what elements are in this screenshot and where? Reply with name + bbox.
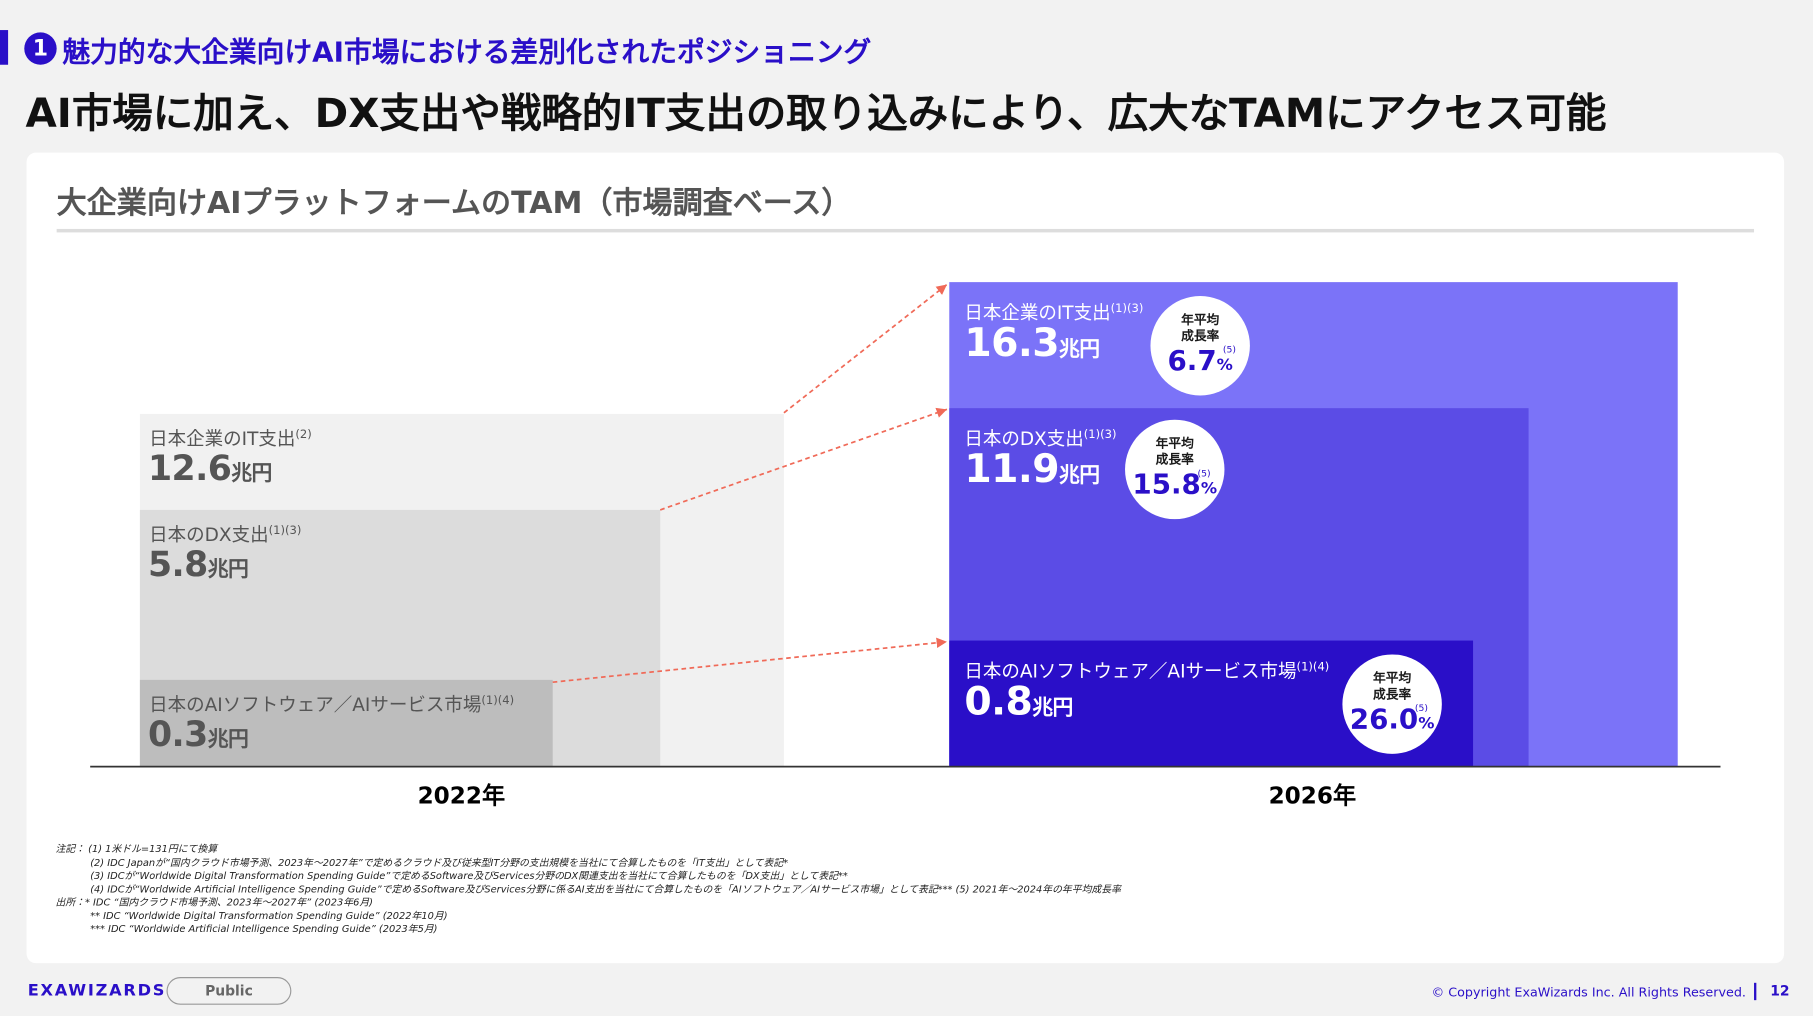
label-note: (2): [295, 428, 312, 442]
label-note: (1)(4): [481, 694, 515, 708]
cagr-badge: 年平均 成長率 26.0% (5): [1342, 654, 1442, 754]
footnote: 注記： (1) 1米ドル=131円にて換算: [55, 844, 218, 856]
label-text: 日本のAIソフトウェア／AIサービス市場: [149, 693, 482, 716]
cagr-number: 26.0: [1349, 703, 1419, 736]
cagr-title: 年平均 成長率: [1150, 312, 1249, 344]
footnote: 出所：* IDC “国内クラウド市場予測、2023年～2027年” (2023年…: [55, 897, 373, 909]
page-number: 12: [1770, 982, 1790, 999]
cagr-title: 年平均 成長率: [1342, 671, 1441, 703]
footnote: (2) IDC Japanが“国内クラウド市場予測、2023年～2027年”で定…: [90, 857, 789, 869]
title-rule: [56, 228, 1755, 233]
cagr-title-line: 成長率: [1181, 328, 1220, 344]
block-value: 12.6兆円: [148, 449, 272, 489]
brand: EXAWIZARDS: [27, 981, 167, 1001]
accent-bar: [0, 30, 9, 65]
block-label: 日本のAIソフトウェア／AIサービス市場(1)(4): [964, 656, 1329, 684]
footnote: *** IDC “Worldwide Artificial Intelligen…: [90, 923, 438, 936]
cagr-number: 15.8: [1132, 468, 1201, 501]
cagr-title-line: 年平均: [1155, 435, 1194, 451]
label-note: (1)(4): [1296, 661, 1330, 675]
block-label: 日本企業のIT支出(1)(3): [964, 297, 1143, 325]
cagr-title-line: 年平均: [1181, 312, 1220, 328]
arrow: [659, 407, 948, 511]
label-note: (1)(3): [268, 524, 302, 538]
cagr-unit: %: [1418, 714, 1435, 734]
year-label: 2022年: [417, 781, 506, 810]
section-number: 1: [24, 32, 57, 65]
label-note: (1)(3): [1083, 428, 1117, 442]
value-number: 11.9: [964, 446, 1059, 493]
cagr-note: (5): [1197, 468, 1211, 479]
value-number: 16.3: [964, 320, 1059, 367]
label-note: (1)(3): [1110, 302, 1144, 316]
footnote: ** IDC “Worldwide Digital Transformation…: [90, 910, 448, 923]
cagr-title-line: 成長率: [1155, 452, 1194, 468]
cagr-unit: %: [1216, 356, 1233, 375]
block-value: 0.3兆円: [148, 714, 249, 756]
cagr-badge: 年平均 成長率 15.8% (5): [1125, 419, 1225, 520]
arrow: [552, 637, 948, 684]
cagr-note: (5): [1414, 703, 1428, 714]
block-value: 0.8兆円: [964, 678, 1073, 725]
label-text: 日本のDX支出: [964, 427, 1084, 450]
value-unit: 兆円: [231, 461, 272, 486]
value-unit: 兆円: [1058, 463, 1100, 488]
cagr-value: 6.7%: [1150, 345, 1249, 377]
footnote: (4) IDCが“Worldwide Artificial Intelligen…: [90, 883, 1121, 896]
block-label: 日本企業のIT支出(2): [149, 423, 312, 451]
separator: [1754, 982, 1757, 1001]
block-label: 日本のDX支出(1)(3): [964, 423, 1116, 451]
arrow-group: [552, 283, 948, 684]
section-subtitle: 魅力的な大企業向けAI市場における差別化されたポジショニング: [62, 35, 872, 69]
block: [139, 679, 553, 767]
public-tag: Public: [166, 977, 292, 1005]
arrow: [783, 283, 948, 414]
cagr-badge: 年平均 成長率 6.7% (5): [1150, 296, 1250, 396]
panel-title: 大企業向けAIプラットフォームのTAM（市場調査ベース）: [56, 186, 852, 221]
value-number: 12.6: [148, 448, 232, 490]
value-number: 0.8: [964, 678, 1033, 725]
cagr-unit: %: [1200, 479, 1218, 499]
cagr-title: 年平均 成長率: [1125, 436, 1224, 468]
cagr-number: 6.7: [1167, 344, 1217, 377]
cagr-title-line: 成長率: [1373, 686, 1412, 702]
block-label: 日本のAIソフトウェア／AIサービス市場(1)(4): [149, 689, 514, 717]
label-text: 日本企業のIT支出: [149, 427, 296, 450]
block-value: 5.8兆円: [148, 544, 249, 586]
cagr-note: (5): [1222, 344, 1237, 355]
value-unit: 兆円: [1032, 696, 1073, 721]
label-text: 日本のAIソフトウェア／AIサービス市場: [964, 660, 1297, 683]
cagr-title-line: 年平均: [1373, 670, 1412, 686]
block-label: 日本のDX支出(1)(3): [149, 519, 301, 547]
slide-title: AI市場に加え、DX支出や戦略的IT支出の取り込みにより、広大なTAMにアクセス…: [25, 91, 1607, 138]
value-unit: 兆円: [207, 557, 249, 582]
cagr-value: 15.8%: [1125, 468, 1224, 500]
block-value: 16.3兆円: [964, 320, 1100, 367]
cagr-value: 26.0%: [1342, 703, 1441, 735]
label-text: 日本のDX支出: [149, 523, 269, 546]
block-value: 11.9兆円: [964, 446, 1100, 493]
footnote: (3) IDCが“Worldwide Digital Transformatio…: [90, 870, 848, 883]
copyright: © Copyright ExaWizards Inc. All Rights R…: [1431, 985, 1746, 1001]
value-number: 5.8: [148, 544, 208, 586]
year-label: 2026年: [1268, 781, 1357, 810]
value-unit: 兆円: [1058, 337, 1100, 362]
value-number: 0.3: [148, 714, 208, 756]
label-text: 日本企業のIT支出: [964, 301, 1111, 324]
value-unit: 兆円: [207, 727, 249, 752]
